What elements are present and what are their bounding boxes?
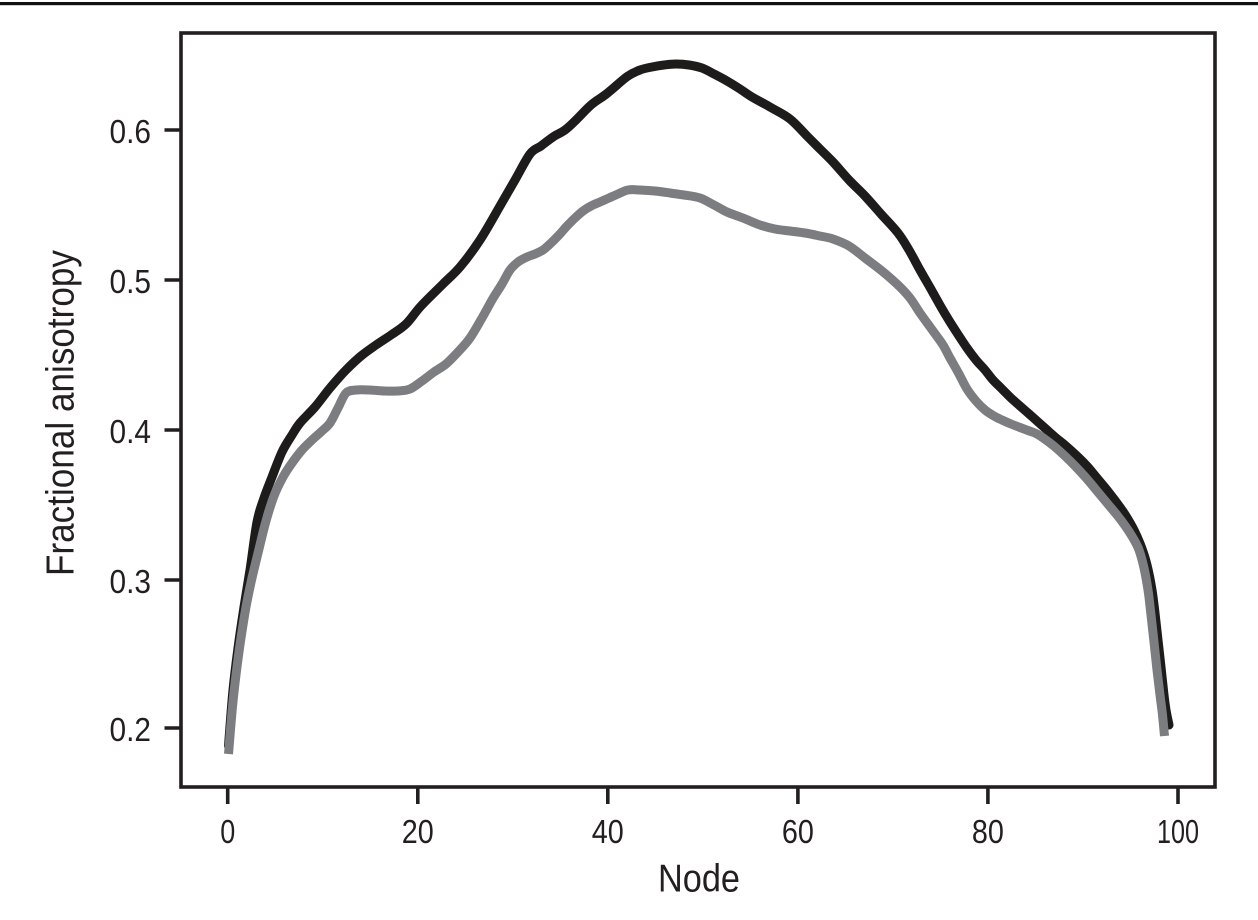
svg-text:40: 40 [592, 814, 624, 851]
svg-text:Fractional anisotropy: Fractional anisotropy [40, 249, 83, 576]
svg-text:Node: Node [658, 858, 740, 901]
svg-text:20: 20 [402, 814, 434, 851]
svg-text:0.4: 0.4 [110, 414, 152, 451]
svg-text:0: 0 [220, 814, 235, 851]
svg-text:0.6: 0.6 [110, 114, 152, 151]
svg-text:60: 60 [782, 814, 814, 851]
svg-text:80: 80 [972, 814, 1004, 851]
svg-text:0.2: 0.2 [110, 712, 152, 749]
svg-text:0.3: 0.3 [110, 564, 152, 601]
svg-text:100: 100 [1157, 814, 1199, 851]
svg-text:0.5: 0.5 [110, 264, 152, 301]
